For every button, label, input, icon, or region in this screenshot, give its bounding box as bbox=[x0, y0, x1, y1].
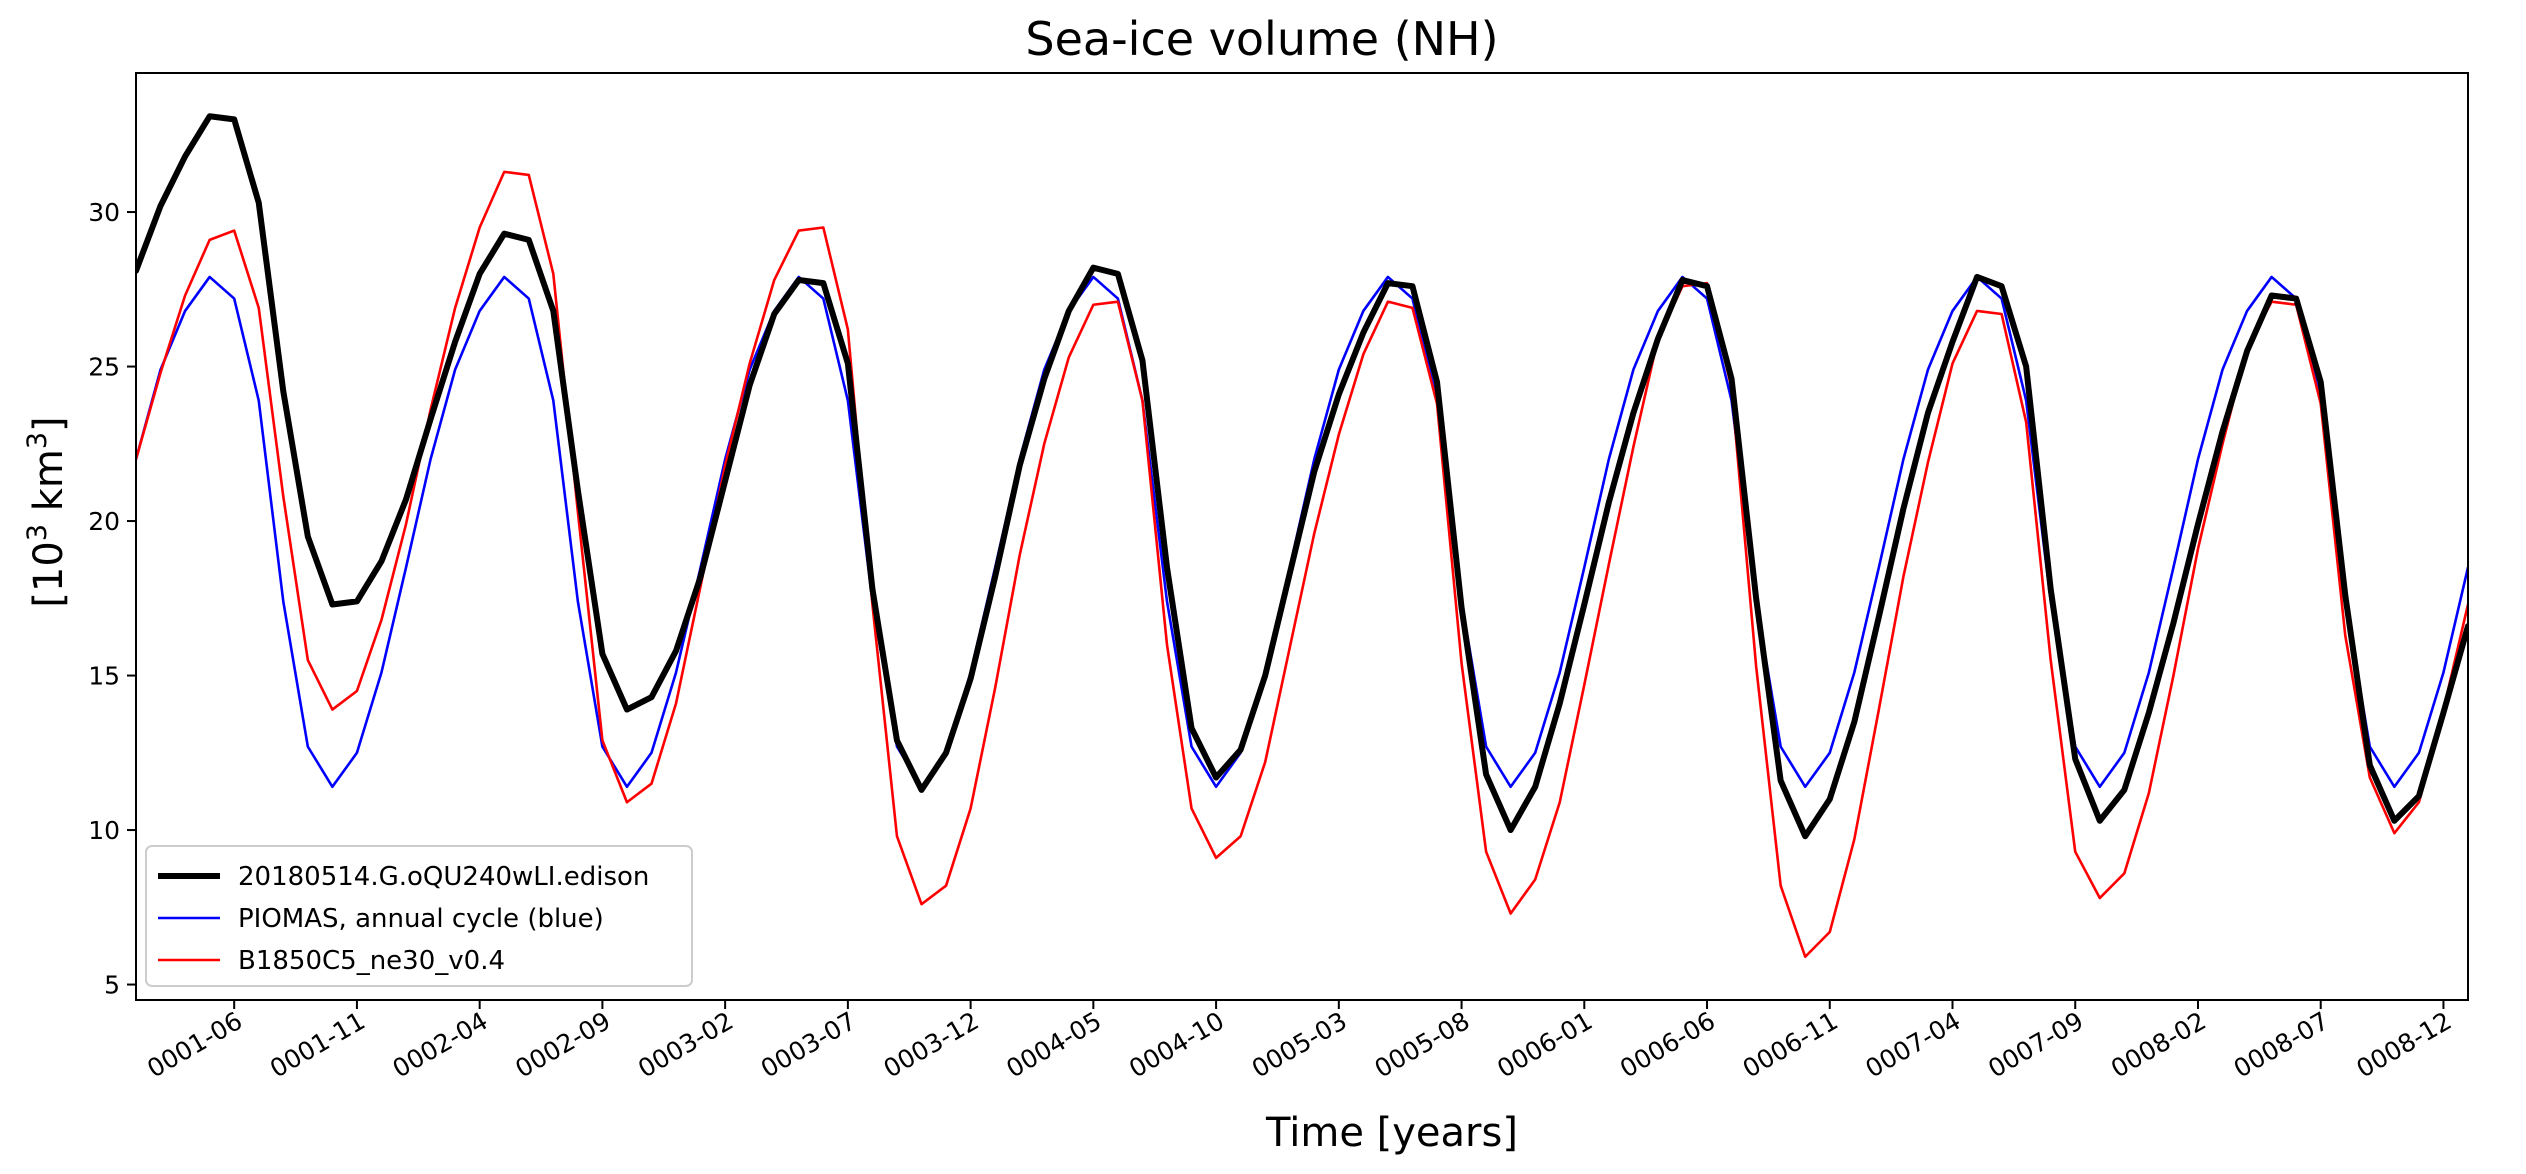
x-tick-label: 0005-03 bbox=[1247, 1006, 1352, 1083]
y-axis-title: [103 km3] bbox=[22, 416, 72, 607]
x-tick-label: 0006-06 bbox=[1615, 1006, 1720, 1083]
y-tick-label: 30 bbox=[88, 198, 120, 227]
x-tick-label: 0005-08 bbox=[1370, 1006, 1475, 1083]
y-axis-title-end: ] bbox=[26, 416, 72, 432]
x-tick-label: 0007-04 bbox=[1861, 1006, 1966, 1083]
y-axis-title-main: [10 bbox=[26, 541, 72, 608]
y-tick-label: 10 bbox=[88, 816, 120, 845]
y-axis-title-tail: km bbox=[26, 449, 72, 524]
legend-label-0: 20180514.G.oQU240wLI.edison bbox=[238, 862, 649, 892]
x-tick-label: 0004-05 bbox=[1001, 1006, 1106, 1083]
x-tick-label: 0006-11 bbox=[1738, 1006, 1843, 1083]
series-line-2 bbox=[136, 170, 2468, 959]
legend-label-2: B1850C5_ne30_v0.4 bbox=[238, 946, 505, 976]
x-tick-label: 0002-09 bbox=[510, 1006, 615, 1083]
x-tick-label: 0003-12 bbox=[879, 1006, 984, 1083]
y-axis-title-sup: 3 bbox=[22, 524, 53, 541]
plot-frame bbox=[135, 72, 2469, 1001]
y-tick-label: 20 bbox=[88, 507, 120, 536]
x-axis-title: Time [years] bbox=[1265, 1110, 1518, 1156]
y-axis: 5 10 15 20 25 30 bbox=[88, 198, 136, 1000]
x-tick-label: 0002-04 bbox=[388, 1006, 493, 1083]
chart-title: Sea-ice volume (NH) bbox=[1025, 12, 1498, 66]
y-tick-label: 15 bbox=[88, 662, 120, 691]
y-axis-title-sup2: 3 bbox=[22, 432, 53, 449]
x-tick-label: 0008-02 bbox=[2106, 1006, 2211, 1083]
legend-box bbox=[145, 845, 693, 987]
x-tick-label: 0008-12 bbox=[2351, 1006, 2456, 1083]
x-tick-label: 0007-09 bbox=[1983, 1006, 2088, 1083]
x-tick-label: 0003-07 bbox=[756, 1006, 861, 1083]
y-tick-label: 5 bbox=[104, 971, 120, 1000]
legend-label-1: PIOMAS, annual cycle (blue) bbox=[238, 904, 604, 934]
series-layer bbox=[136, 113, 2468, 959]
x-tick-label: 0006-01 bbox=[1492, 1006, 1597, 1083]
x-tick-label: 0001-06 bbox=[142, 1006, 247, 1083]
y-tick-label: 25 bbox=[88, 353, 120, 382]
legend: 20180514.G.oQU240wLI.edison PIOMAS, annua… bbox=[145, 845, 693, 987]
x-tick-label: 0004-10 bbox=[1124, 1006, 1229, 1083]
x-tick-label: 0008-07 bbox=[2229, 1006, 2334, 1083]
x-tick-label: 0001-11 bbox=[265, 1006, 370, 1083]
x-tick-label: 0003-02 bbox=[633, 1006, 738, 1083]
series-line-0 bbox=[136, 113, 2468, 840]
x-axis: 0001-06 0001-11 0002-04 0002-09 0003-02 0003-… bbox=[142, 1000, 2456, 1083]
